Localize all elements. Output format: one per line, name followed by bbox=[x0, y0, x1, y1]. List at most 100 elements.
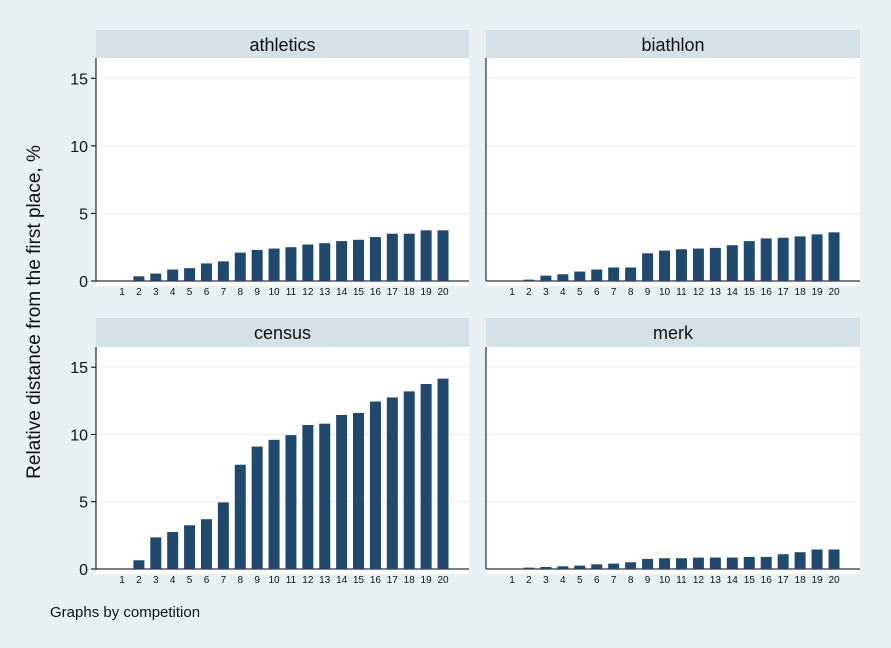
bar-biathlon-15 bbox=[743, 241, 755, 281]
plot-area-merk bbox=[486, 347, 860, 574]
bar-merk-11 bbox=[675, 558, 687, 569]
y-axis-title: Relative distance from the first place, … bbox=[24, 145, 45, 479]
bar-biathlon-4 bbox=[557, 274, 569, 281]
x-tick-label-athletics-17: 17 bbox=[387, 287, 399, 298]
x-tick-label-census-12: 12 bbox=[302, 575, 314, 586]
x-tick-label-census-17: 17 bbox=[387, 575, 399, 586]
x-tick-label-census-2: 2 bbox=[136, 575, 142, 586]
x-tick-label-biathlon-4: 4 bbox=[560, 287, 566, 298]
bar-biathlon-18 bbox=[794, 236, 806, 281]
bar-merk-20 bbox=[828, 549, 840, 569]
x-tick-label-biathlon-12: 12 bbox=[693, 287, 705, 298]
bar-merk-3 bbox=[540, 566, 552, 569]
bar-athletics-19 bbox=[420, 230, 432, 281]
panel-title-merk: merk bbox=[653, 323, 694, 343]
x-tick-label-athletics-7: 7 bbox=[221, 287, 227, 298]
x-tick-label-merk-16: 16 bbox=[761, 575, 773, 586]
x-tick-label-merk-1: 1 bbox=[509, 575, 515, 586]
bar-merk-13 bbox=[709, 557, 721, 569]
bar-athletics-2 bbox=[133, 276, 145, 281]
bar-athletics-10 bbox=[268, 248, 280, 281]
bar-biathlon-5 bbox=[574, 271, 586, 281]
bar-biathlon-6 bbox=[591, 269, 603, 281]
x-tick-label-athletics-16: 16 bbox=[370, 287, 382, 298]
x-tick-label-census-19: 19 bbox=[421, 575, 433, 586]
x-tick-label-biathlon-8: 8 bbox=[628, 287, 634, 298]
x-tick-label-athletics-2: 2 bbox=[136, 287, 142, 298]
x-tick-label-biathlon-6: 6 bbox=[594, 287, 600, 298]
x-tick-label-merk-3: 3 bbox=[543, 575, 549, 586]
x-tick-label-merk-4: 4 bbox=[560, 575, 566, 586]
bar-athletics-12 bbox=[302, 244, 314, 281]
x-tick-label-merk-9: 9 bbox=[645, 575, 651, 586]
bar-merk-2 bbox=[523, 567, 535, 569]
bar-athletics-14 bbox=[336, 241, 348, 281]
bar-athletics-5 bbox=[184, 268, 196, 281]
x-tick-label-biathlon-16: 16 bbox=[761, 287, 773, 298]
bar-census-16 bbox=[369, 401, 381, 569]
x-tick-label-athletics-11: 11 bbox=[286, 287, 297, 298]
x-tick-label-athletics-10: 10 bbox=[268, 287, 280, 298]
bar-census-15 bbox=[353, 412, 365, 569]
x-tick-label-census-15: 15 bbox=[353, 575, 365, 586]
bar-merk-4 bbox=[557, 566, 569, 569]
x-tick-label-census-14: 14 bbox=[336, 575, 348, 586]
bar-biathlon-13 bbox=[709, 247, 721, 281]
x-tick-label-biathlon-15: 15 bbox=[744, 287, 756, 298]
x-tick-label-merk-10: 10 bbox=[659, 575, 671, 586]
bar-census-20 bbox=[437, 378, 449, 569]
x-tick-label-athletics-19: 19 bbox=[421, 287, 433, 298]
x-tick-label-biathlon-17: 17 bbox=[778, 287, 790, 298]
bar-census-10 bbox=[268, 439, 280, 569]
bar-biathlon-8 bbox=[625, 267, 637, 281]
y-tick-label-athletics-0: 0 bbox=[79, 274, 88, 291]
x-tick-label-merk-13: 13 bbox=[710, 575, 722, 586]
x-tick-label-census-1: 1 bbox=[119, 575, 125, 586]
panel-strip-athletics bbox=[96, 30, 469, 58]
bar-athletics-9 bbox=[251, 249, 263, 281]
x-tick-label-athletics-3: 3 bbox=[153, 287, 159, 298]
bar-athletics-7 bbox=[217, 261, 229, 281]
x-tick-label-census-13: 13 bbox=[319, 575, 331, 586]
bar-merk-6 bbox=[591, 564, 603, 569]
x-tick-label-merk-2: 2 bbox=[526, 575, 532, 586]
x-tick-label-athletics-15: 15 bbox=[353, 287, 365, 298]
panel-title-biathlon: biathlon bbox=[641, 35, 704, 55]
y-tick-label-census-0: 0 bbox=[79, 562, 88, 579]
bar-merk-16 bbox=[760, 556, 772, 569]
y-tick-label-athletics-10: 10 bbox=[70, 139, 88, 156]
x-tick-label-athletics-4: 4 bbox=[170, 287, 176, 298]
bar-census-14 bbox=[336, 414, 348, 569]
x-tick-label-merk-17: 17 bbox=[778, 575, 790, 586]
bar-biathlon-19 bbox=[811, 234, 823, 281]
bar-athletics-17 bbox=[386, 233, 398, 281]
bar-census-17 bbox=[386, 397, 398, 569]
bar-merk-5 bbox=[574, 565, 586, 569]
bar-merk-17 bbox=[777, 554, 789, 569]
y-tick-label-census-5: 5 bbox=[79, 495, 88, 512]
x-tick-label-biathlon-20: 20 bbox=[828, 287, 840, 298]
x-tick-label-biathlon-2: 2 bbox=[526, 287, 532, 298]
x-tick-label-biathlon-19: 19 bbox=[811, 287, 823, 298]
bar-census-6 bbox=[200, 519, 212, 569]
x-tick-label-census-18: 18 bbox=[404, 575, 416, 586]
x-tick-label-biathlon-9: 9 bbox=[645, 287, 651, 298]
bar-athletics-6 bbox=[200, 263, 212, 281]
bar-census-11 bbox=[285, 435, 297, 569]
x-tick-label-biathlon-14: 14 bbox=[727, 287, 739, 298]
x-tick-label-athletics-1: 1 bbox=[119, 287, 125, 298]
bar-census-4 bbox=[167, 532, 179, 569]
bar-census-9 bbox=[251, 446, 263, 569]
x-tick-label-biathlon-10: 10 bbox=[659, 287, 671, 298]
bar-census-2 bbox=[133, 560, 145, 569]
x-tick-label-biathlon-7: 7 bbox=[611, 287, 617, 298]
x-tick-label-merk-18: 18 bbox=[795, 575, 807, 586]
x-tick-label-biathlon-3: 3 bbox=[543, 287, 549, 298]
bar-census-3 bbox=[150, 537, 162, 569]
bar-athletics-8 bbox=[234, 252, 246, 281]
x-tick-label-merk-11: 11 bbox=[676, 575, 687, 586]
bar-census-7 bbox=[217, 502, 229, 569]
bar-census-18 bbox=[403, 391, 415, 569]
